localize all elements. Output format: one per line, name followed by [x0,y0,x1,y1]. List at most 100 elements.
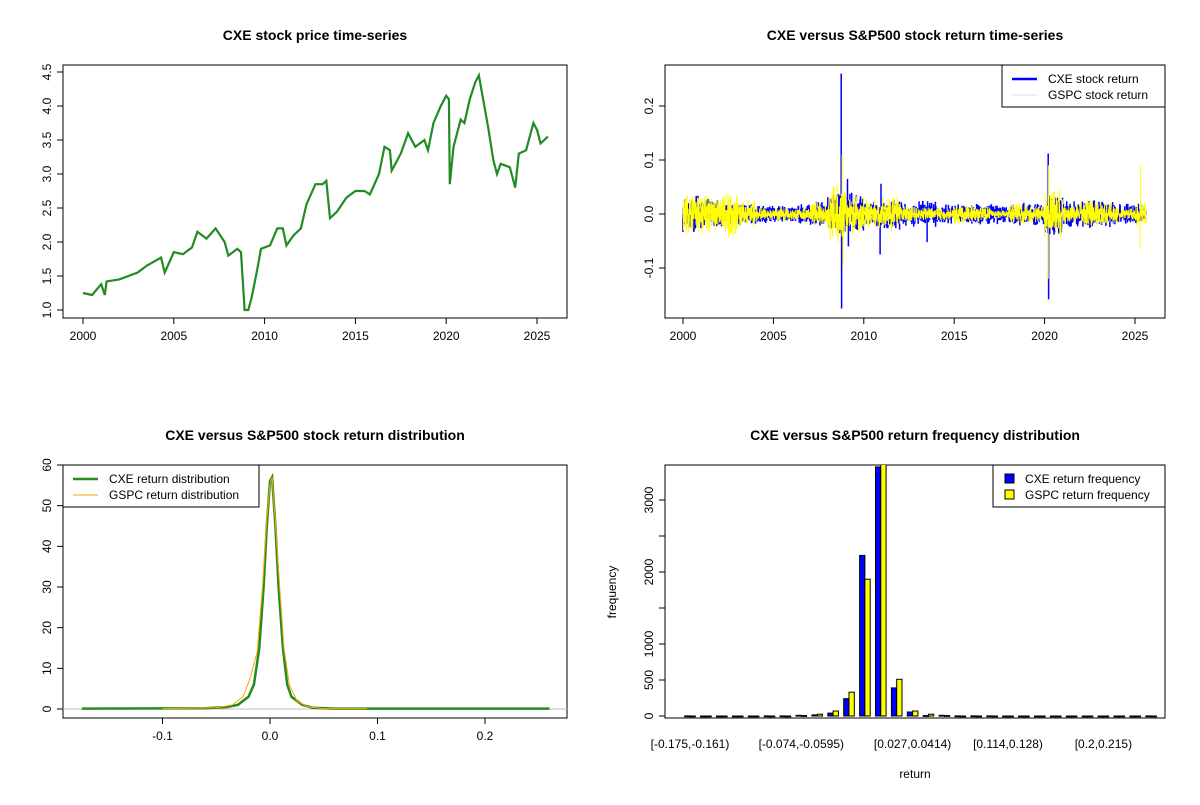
chart3-x-tick-label: 0.2 [477,729,494,743]
chart4-x-tick-label: [-0.175,-0.161) [651,737,730,751]
chart4-x-tick-label: [0.114,0.128) [973,737,1043,751]
chart3-legend-label: CXE return distribution [109,472,230,486]
cxe-bar [906,711,914,717]
cxe-bar [843,698,850,717]
chart4-legend-label: GSPC return frequency [1025,488,1150,502]
chart2-y-tick-label: 0.1 [642,151,656,168]
chart1-x-tick-label: 2005 [160,329,187,343]
gspc-bar [864,578,871,717]
chart1-plot-frame [62,64,568,319]
chart2-legend-label: CXE stock return [1048,72,1139,86]
cxe-bar [1129,715,1136,718]
chart2-x-tick-label: 2000 [670,329,697,343]
chart1-y-tick-label: 1.5 [40,267,54,284]
return-line [682,154,1147,279]
cxe-bar [811,714,818,717]
chart2-x-tick-label: 2020 [1031,329,1058,343]
chart4-legend [992,464,1166,508]
chart4-title: CXE versus S&P500 return frequency distr… [750,427,1080,443]
chart2-legend-label: GSPC stock return [1048,88,1148,102]
cxe-bar [938,714,945,717]
chart1-title: CXE stock price time-series [223,27,408,43]
gspc-bar [1087,715,1094,718]
gspc-bar [848,691,855,717]
chart4-y-tick-label: 3000 [642,486,656,513]
cxe-bar [1034,715,1041,718]
chart1-x-tick-label: 2020 [433,329,460,343]
cxe-bar [859,554,866,717]
chart2-legend [1001,64,1166,108]
price-chart: 2000 2005 2010 2015 2020 2025 1.0 1.5 2.0 2.5 3.0 3… [40,63,568,343]
cxe-bar [1065,715,1073,718]
chart3-y-tick-label: 10 [40,661,54,675]
chart1-x-tick-label: 2015 [342,329,369,343]
gspc-bar [991,715,998,718]
chart3-x-tick-label: -0.1 [152,729,173,743]
chart4-x-tick-label: [0.027,0.0414) [874,737,951,751]
cxe-bar [684,715,691,718]
chart1-y-tick-label: 4.0 [40,97,54,114]
cxe-bar [890,687,898,717]
gspc-bar [1134,715,1141,718]
gspc-bar [721,715,728,718]
bars [684,465,1157,718]
gspc-bar [1007,715,1014,718]
gspc-bar [784,715,792,718]
cxe-bar [763,715,771,718]
cxe-bar [875,466,882,717]
cxe-bar [731,715,739,718]
chart4-ylabel: frequency [605,566,619,619]
gspc-bar [800,715,808,717]
chart2-x-tick-label: 2025 [1122,329,1149,343]
gspc-bar [1039,715,1046,718]
chart1-x-tick-label: 2010 [251,329,278,343]
cxe-bar [1002,715,1009,718]
cxe-bar [747,715,755,718]
gspc-bar [1118,715,1126,718]
chart4-legend-swatch [1004,473,1015,484]
gspc-bar [689,715,696,718]
gspc-bar [1023,715,1030,718]
density-chart: -0.1 0.0 0.1 0.2 0 10 20 30 40 50 60 CXE return dis… [40,458,568,743]
chart1-y-tick-label: 3.0 [40,165,54,182]
gspc-bar [753,715,760,718]
chart2-y-tick-label: 0.0 [642,205,656,222]
chart1-y-tick-label: 2.5 [40,199,54,216]
chart3-x-tick-label: 0.0 [262,729,279,743]
chart1-y-tick-label: 4.5 [40,63,54,80]
chart4-legend-label: CXE return frequency [1025,472,1140,486]
cxe-density-line [81,472,550,710]
cxe-bar [986,715,993,718]
gspc-bar [943,715,951,717]
chart2-x-tick-label: 2015 [941,329,968,343]
chart4-legend-swatch [1004,489,1015,500]
return-line [682,73,1147,309]
chart2-y-tick-label: -0.1 [642,257,656,278]
chart4-y-tick-label: 500 [642,670,656,690]
cxe-bar [954,715,961,718]
chart3-y-tick-label: 30 [40,580,54,594]
gspc-bar [1055,715,1062,718]
price-line [82,72,549,312]
chart3-y-tick-label: 0 [40,705,54,712]
gspc-bar [769,715,776,718]
chart4-y-tick-label: 1000 [642,630,656,657]
histogram-chart: 0 500 1000 2000 3000 [-0.175,-0.161) [-0.074,-… [642,464,1166,751]
cxe-bar [1049,715,1057,718]
cxe-bar [1097,715,1104,718]
cxe-bar [700,715,707,718]
chart2-title: CXE versus S&P500 stock return time-seri… [767,27,1064,43]
chart3-legend-label: GSPC return distribution [109,488,239,502]
gspc-bar [737,715,744,718]
cxe-bar [1145,715,1152,718]
chart2-y-tick-label: 0.2 [642,97,656,114]
chart3-title: CXE versus S&P500 stock return distribut… [165,427,465,443]
return-timeseries-chart: 2000 2005 2010 2015 2020 2025 -0.1 0.0 0.1 0.2 CXE… [642,64,1166,343]
chart1-y-tick-label: 3.5 [40,131,54,148]
chart3-legend [62,464,260,508]
chart4-x-tick-label: [-0.074,-0.0595) [759,737,844,751]
chart2-x-tick-label: 2010 [850,329,877,343]
gspc-bar [959,715,967,718]
chart3-y-tick-label: 60 [40,458,54,472]
